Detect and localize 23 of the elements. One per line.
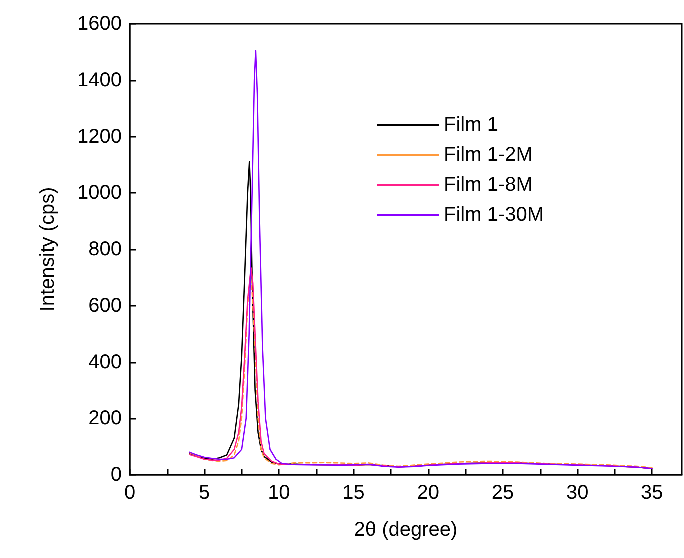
x-tick-label: 5 — [199, 482, 210, 504]
x-tick-label: 10 — [268, 482, 290, 504]
legend-label: Film 1 — [444, 114, 498, 136]
y-tick-label: 600 — [88, 294, 122, 317]
y-axis-title: Intensity (cps) — [37, 187, 59, 312]
x-axis-title: 2θ (degree) — [354, 519, 458, 541]
y-tick-label: 400 — [88, 351, 122, 374]
y-tick-label: 1600 — [78, 13, 122, 35]
y-tick-label: 1200 — [78, 126, 122, 148]
y-tick-label: 200 — [88, 408, 122, 430]
y-tick-label: 1400 — [78, 69, 122, 92]
x-tick-label: 20 — [417, 482, 440, 504]
x-tick-label: 0 — [124, 482, 136, 504]
legend-label: Film 1-2M — [444, 144, 533, 166]
legend-label: Film 1-30M — [444, 204, 544, 226]
x-tick-label: 30 — [566, 482, 589, 504]
y-tick-label: 800 — [88, 238, 122, 260]
x-tick-label: 35 — [641, 482, 664, 504]
legend-label: Film 1-8M — [444, 174, 533, 196]
y-tick-label: 0 — [110, 464, 122, 486]
y-tick-label: 1000 — [78, 182, 122, 204]
x-tick-label: 25 — [492, 482, 514, 504]
x-tick-label: 15 — [342, 482, 365, 504]
